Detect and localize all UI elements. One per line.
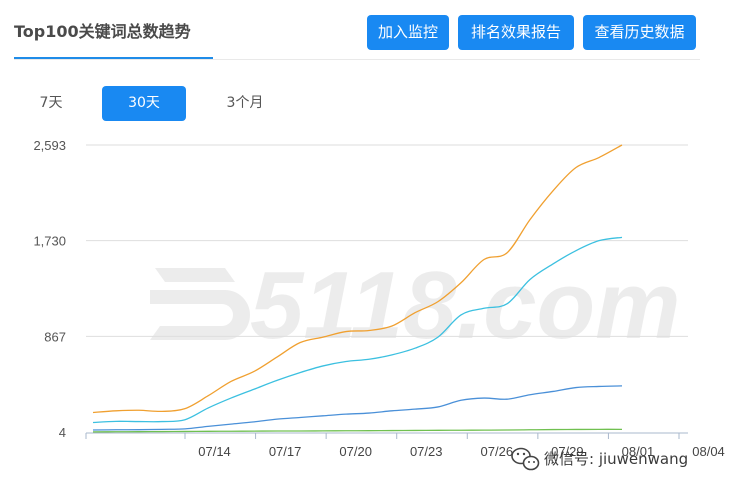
series-lines (92, 144, 623, 433)
title-active-underline (14, 57, 213, 59)
x-axis: 07/14 07/17 07/20 07/23 07/26 07/29 08/01 08/04 (85, 432, 725, 459)
x-tick-label: 07/23 (410, 444, 443, 459)
wechat-icon (511, 447, 540, 471)
x-tick-label: 07/20 (339, 444, 372, 459)
x-tick-label: 07/26 (481, 444, 514, 459)
x-tick-label: 08/04 (692, 444, 725, 459)
y-axis-labels: 2,593 1,730 867 4 (33, 138, 66, 440)
y-tick-label: 4 (59, 425, 66, 440)
header-divider (14, 59, 700, 60)
period-tab-30-days[interactable]: 30天 (102, 86, 186, 121)
period-tab-3-months[interactable]: 3个月 (226, 95, 264, 111)
panel-title: Top100关键词总数趋势 (14, 22, 191, 41)
period-tab-7-days[interactable]: 7天 (39, 95, 63, 111)
ranking-report-button[interactable]: 排名效果报告 (458, 15, 574, 50)
svg-text:5118.com: 5118.com (250, 252, 681, 359)
x-tick-label: 08/01 (622, 444, 655, 459)
history-data-button[interactable]: 查看历史数据 (583, 15, 696, 50)
watermark-logo: 5118.com (150, 252, 681, 359)
wechat-watermark: 微信号: jiuwenwang (511, 447, 688, 471)
y-tick-label: 2,593 (33, 138, 66, 153)
series-line-orange (92, 144, 623, 414)
series-line-blue (92, 385, 623, 431)
keyword-trend-chart: 5118.com 07/14 07/17 07/20 07/23 07/26 07/29 0… (33, 138, 725, 471)
y-tick-label: 1,730 (33, 234, 66, 249)
add-monitor-button[interactable]: 加入监控 (367, 15, 449, 50)
x-tick-label: 07/29 (551, 444, 584, 459)
x-tick-label: 07/14 (198, 444, 231, 459)
x-tick-label: 07/17 (269, 444, 302, 459)
series-line-cyan (92, 236, 623, 424)
panel-header: Top100关键词总数趋势 加入监控 排名效果报告 查看历史数据 (0, 0, 731, 62)
y-tick-label: 867 (44, 329, 66, 344)
chart-grid (86, 144, 688, 337)
wechat-id-text: 微信号: jiuwenwang (544, 450, 688, 468)
series-line-green (92, 428, 623, 433)
